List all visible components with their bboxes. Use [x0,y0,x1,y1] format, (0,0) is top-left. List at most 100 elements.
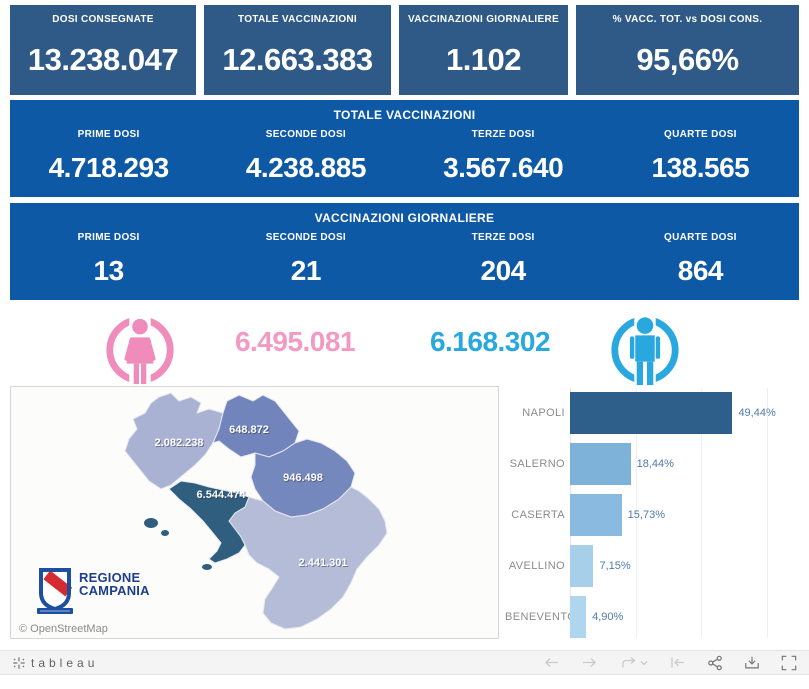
col-label: TERZE DOSI [471,232,535,243]
bar-value: 49,44% [738,407,776,419]
map-island-ischia[interactable] [144,518,158,528]
bar-caserta[interactable] [570,494,622,536]
chart-gridline [636,388,637,638]
map-region-caserta[interactable] [124,392,224,490]
map-value-caserta: 2.082.238 [156,438,205,450]
bar-row-benevento: BENEVENTO 4,90% [505,596,800,638]
col-seconde-dosi: SECONDE DOSI 4.238.885 [207,129,404,184]
kpi-value: 13.238.047 [27,42,179,77]
col-value: 204 [480,255,527,286]
bar-row-salerno: SALERNO 18,44% [505,443,800,485]
bar-track: 18,44% [570,443,800,485]
col-label: SECONDE DOSI [265,232,347,243]
col-label: PRIME DOSI [77,232,140,243]
female-icon [106,313,174,387]
bar-label: NAPOLI [522,407,565,419]
map-island-capri[interactable] [202,564,212,570]
bar-value: 4,90% [592,611,624,623]
tableau-footer: tableau [0,650,809,675]
bar-salerno[interactable] [570,443,631,485]
kpi-label: TOTALE VACCINAZIONI [237,14,358,25]
map-value-napoli: 6.544.474 [198,490,248,502]
bar-value: 7,15% [599,560,631,572]
map-value-avellino: 946.498 [283,472,323,484]
band-columns: PRIME DOSI 4.718.293 SECONDE DOSI 4.238.… [10,129,799,184]
col-value: 21 [290,255,322,286]
band-vaccinazioni-giornaliere: VACCINAZIONI GIORNALIERE PRIME DOSI 13 S… [10,203,799,300]
tableau-mark-icon [13,656,25,669]
col-label: PRIME DOSI [77,129,140,140]
kpi-label: % VACC. TOT. vs DOSI CONS. [612,14,763,25]
share-icon [708,655,722,670]
map-value-caserta: 2.082.238 [155,437,204,449]
map-value-benevento: 648.872 [230,425,270,437]
redo-button[interactable] [581,656,599,669]
bar-track: 49,44% [570,392,800,434]
band-totale-vaccinazioni: TOTALE VACCINAZIONI PRIME DOSI 4.718.293… [10,100,799,197]
bar-label: SALERNO [509,458,565,470]
logo-text: REGIONE CAMPANIA [79,571,150,597]
col-quarte-dosi: QUARTE DOSI 138.565 [602,129,799,184]
kpi-value: 1.102 [445,42,522,77]
col-terze-dosi: TERZE DOSI 3.567.640 [405,129,602,184]
band-title: VACCINAZIONI GIORNALIERE [314,211,495,225]
share-button[interactable] [707,655,723,671]
chart-gridline [767,388,768,638]
map-island-procida[interactable] [161,530,169,536]
col-label: TERZE DOSI [471,129,535,140]
bar-benevento[interactable] [570,596,587,638]
map-value-napoli: 6.544.474 [197,489,247,501]
col-value: 138.565 [651,152,750,183]
revert-button[interactable] [669,656,686,669]
col-value: 13 [93,255,125,286]
col-seconde-dosi: SECONDE DOSI 21 [207,232,404,287]
map-panel: 2.082.238 2.082.238 648.872 648.872 946.… [10,386,499,639]
map-region-napoli[interactable] [168,480,250,564]
bar-track: 7,15% [570,545,800,587]
bar-row-caserta: CASERTA 15,73% [505,494,800,536]
bar-value: 15,73% [627,509,665,521]
logo-line2: CAMPANIA [79,583,150,598]
col-quarte-dosi: QUARTE DOSI 864 [602,232,799,287]
band-columns: PRIME DOSI 13 SECONDE DOSI 21 TERZE DOSI… [10,232,799,287]
fullscreen-button[interactable] [781,655,797,671]
bar-row-napoli: NAPOLI 49,44% [505,392,800,434]
kpi-row: DOSI CONSEGNATE 13.238.047 TOTALE VACCIN… [10,5,799,95]
kpi-dosi-consegnate: DOSI CONSEGNATE 13.238.047 [10,5,196,95]
col-label: SECONDE DOSI [265,129,347,140]
gender-row: 6.495.081 6.168.302 [0,300,809,387]
kpi-totale-vaccinazioni: TOTALE VACCINAZIONI 12.663.383 [204,5,391,95]
col-value: 4.718.293 [48,152,170,183]
kpi-value: 95,66% [636,42,739,77]
province-bar-chart: NAPOLI 49,44% SALERNO 18,44% CASERTA 15,… [505,386,805,644]
viewer-toolbar [542,655,797,671]
map-value-salerno: 2.441.301 [300,558,349,570]
revert-icon [671,657,684,668]
map-value-salerno: 2.441.301 [299,557,348,569]
col-value: 3.567.640 [443,152,564,183]
bar-label: BENEVENTO [505,611,577,623]
tableau-logo[interactable]: tableau [12,656,98,670]
col-prime-dosi: PRIME DOSI 13 [10,232,207,287]
kpi-vaccinazioni-giornaliere: VACCINAZIONI GIORNALIERE 1.102 [399,5,568,95]
download-icon [745,656,759,668]
tableau-wordmark: tableau [31,655,99,670]
kpi-label: DOSI CONSEGNATE [52,14,154,25]
replay-button[interactable] [620,656,648,669]
male-total: 6.168.302 [429,326,551,357]
female-total: 6.495.081 [234,326,356,357]
bar-napoli[interactable] [570,392,733,434]
col-value: 864 [677,255,724,286]
undo-button[interactable] [542,656,560,669]
download-button[interactable] [744,655,760,671]
chart-gridline [701,388,702,638]
col-terze-dosi: TERZE DOSI 204 [405,232,602,287]
bar-value: 18,44% [636,458,674,470]
male-icon [611,313,679,387]
kpi-percent-vacc-vs-dosi: % VACC. TOT. vs DOSI CONS. 95,66% [576,5,799,95]
bar-avellino[interactable] [570,545,594,587]
bar-label: CASERTA [511,509,565,521]
kpi-label: VACCINAZIONI GIORNALIERE [408,14,559,25]
col-label: QUARTE DOSI [664,232,737,243]
fullscreen-icon [781,655,797,670]
